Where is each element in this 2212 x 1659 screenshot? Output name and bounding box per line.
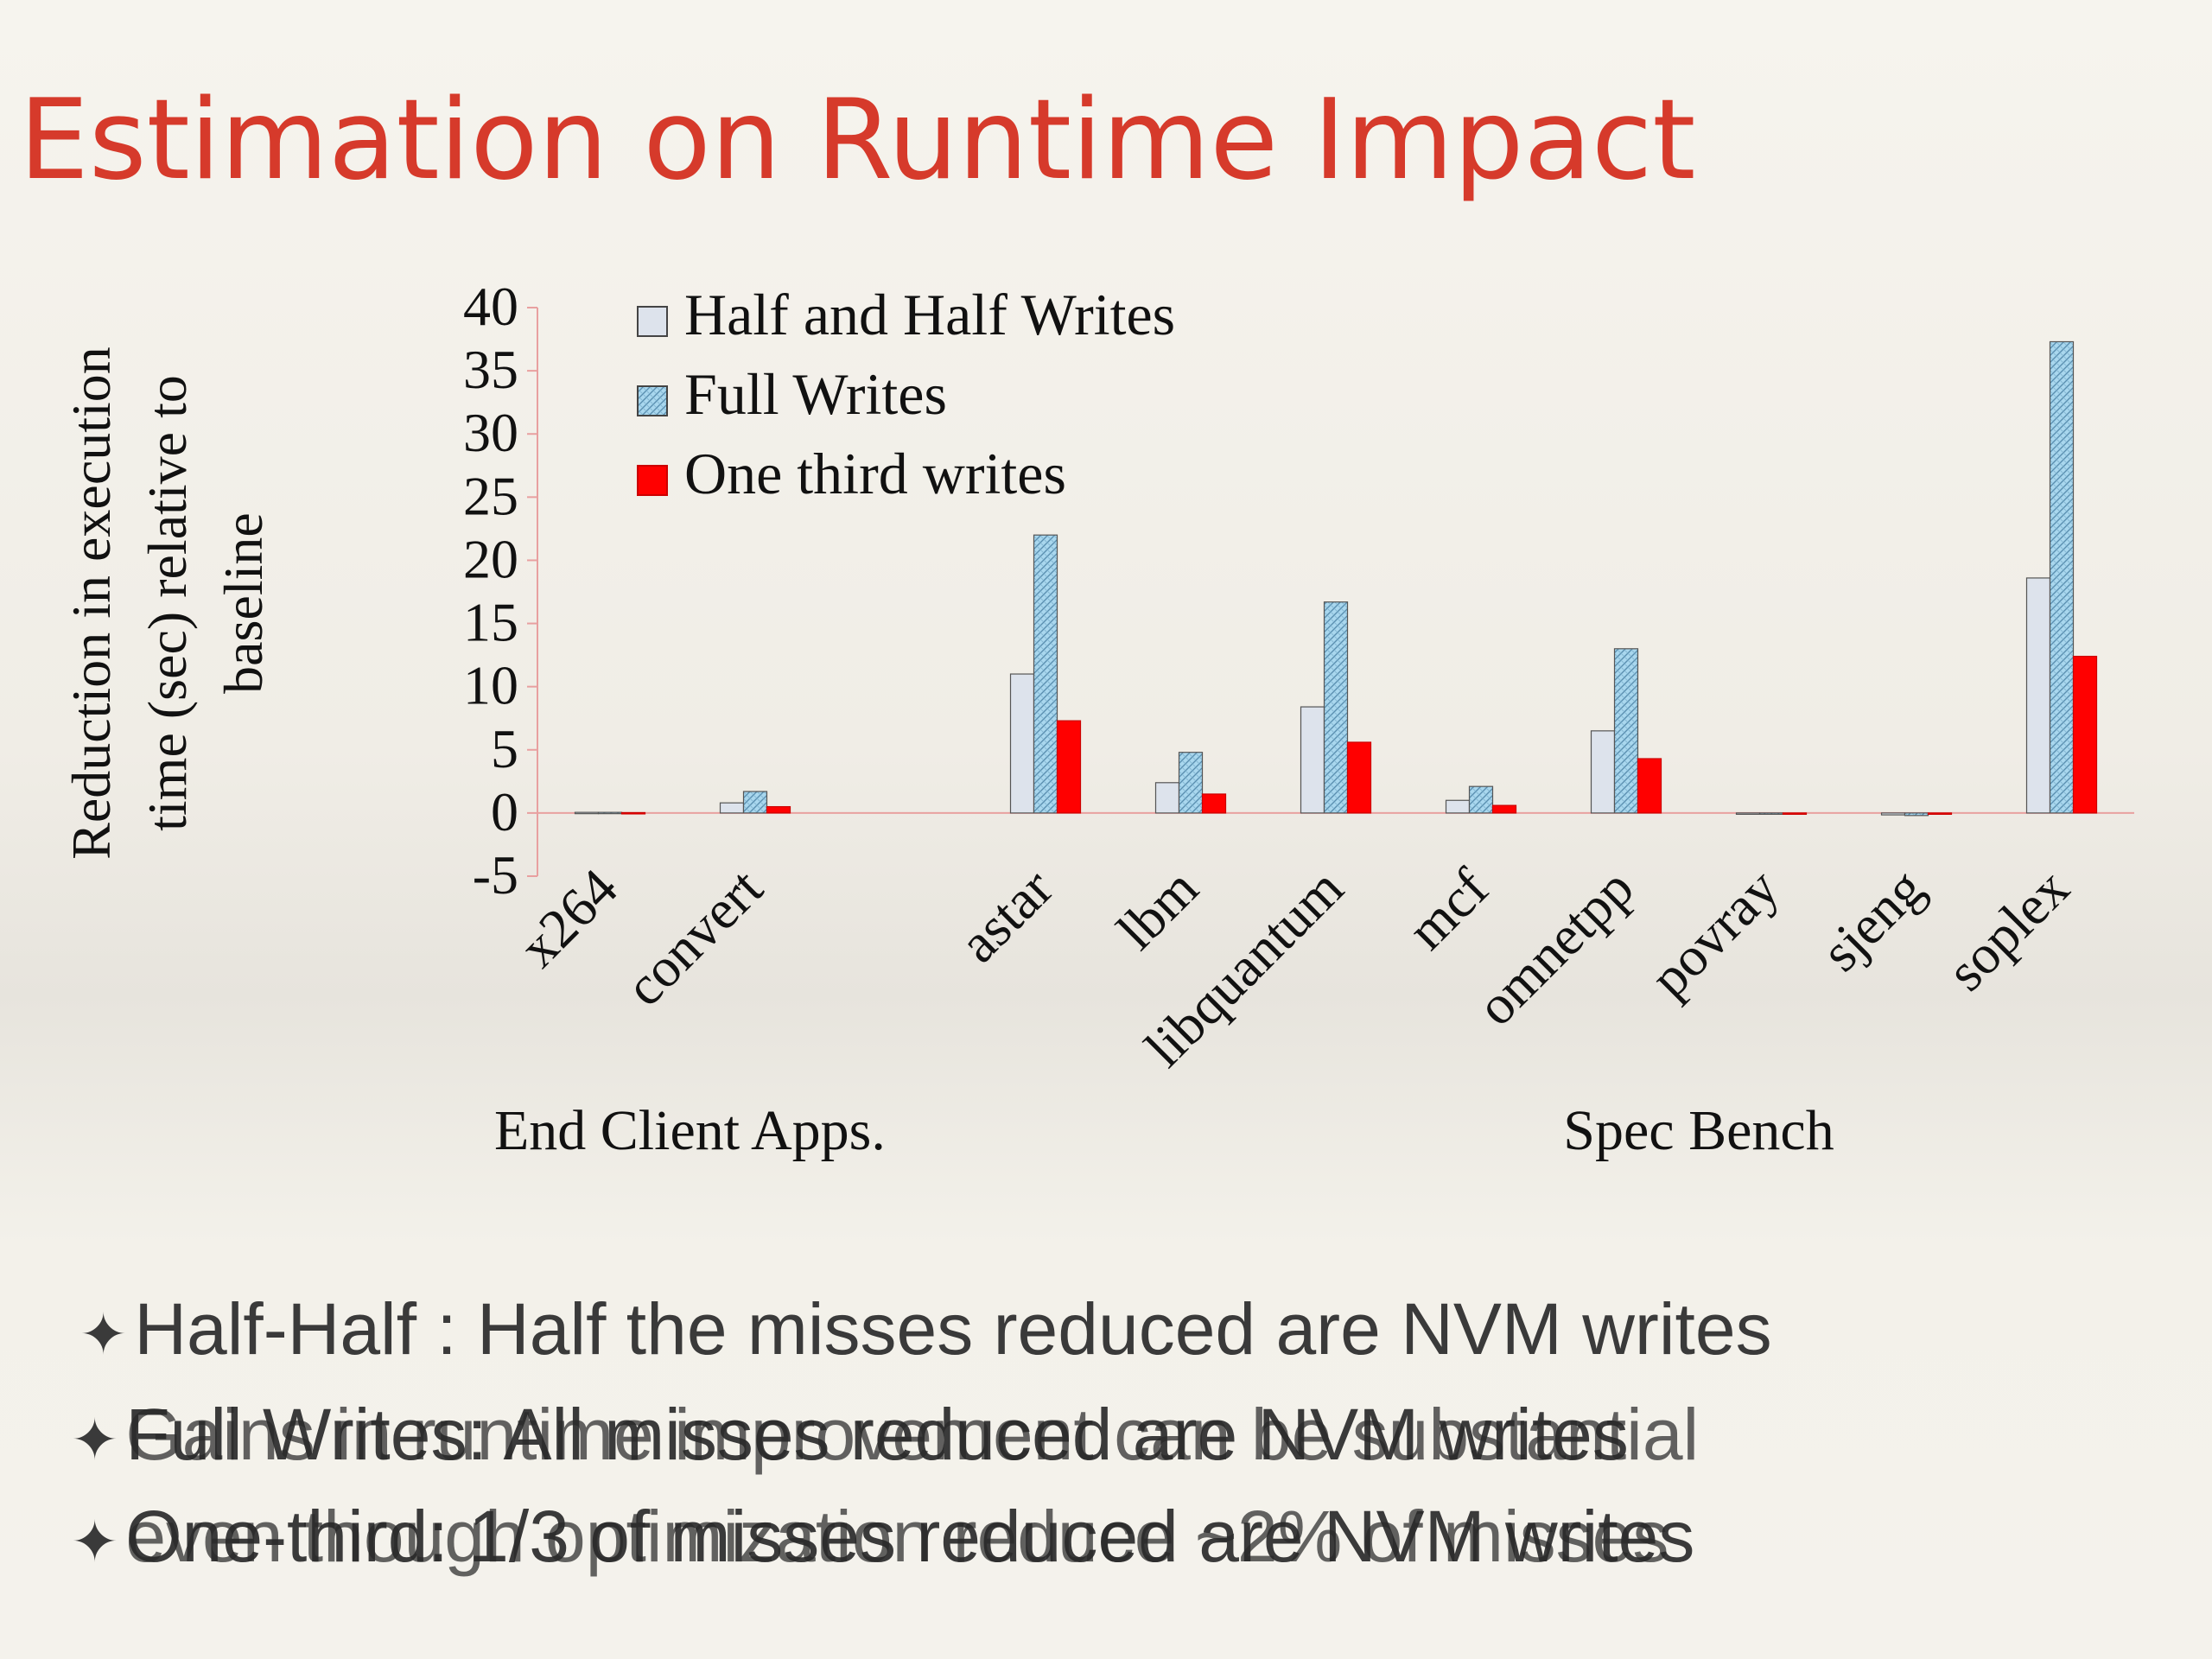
bar-1-povray xyxy=(1735,812,1761,815)
y-tick-label: 35 xyxy=(463,339,518,400)
bar-2-mcf xyxy=(1468,785,1494,814)
bar-1-soplex xyxy=(2025,577,2051,814)
legend-swatch xyxy=(637,465,668,496)
bar-3-soplex xyxy=(2072,655,2098,814)
bar-3-libquantum xyxy=(1346,741,1372,814)
bar-1-omnetpp xyxy=(1590,730,1616,814)
y-tick-label: 20 xyxy=(463,528,518,589)
group-label: End Client Apps. xyxy=(494,1099,886,1162)
bar-1-convert xyxy=(719,802,745,814)
bar-1-lbm xyxy=(1154,782,1180,814)
bar-2-libquantum xyxy=(1323,601,1349,814)
bar-2-povray xyxy=(1758,812,1784,815)
bar-2-omnetpp xyxy=(1613,648,1639,814)
y-tick-label: -5 xyxy=(473,844,518,906)
legend: Half and Half Writes Full Writes One third… xyxy=(637,282,1175,506)
bar-2-lbm xyxy=(1178,752,1204,814)
bar-3-astar xyxy=(1056,720,1082,814)
y-tick-label: 40 xyxy=(463,276,518,337)
x-tick-label: convert xyxy=(613,857,774,1018)
legend-label: Half and Half Writes xyxy=(684,282,1175,347)
bar-3-sjeng xyxy=(1927,812,1953,815)
y-axis-label: Reduction in execution time (sec) relativ… xyxy=(60,346,274,860)
legend-label: One third writes xyxy=(684,441,1066,506)
bar-3-convert xyxy=(766,805,791,814)
y-tick-label: 5 xyxy=(491,718,518,779)
legend-swatch xyxy=(637,306,668,337)
x-tick-label: lbm xyxy=(1105,857,1210,962)
x-tick-label: soplex xyxy=(1936,857,2081,1002)
bar-1-x264 xyxy=(574,811,600,815)
bar-1-mcf xyxy=(1445,799,1471,814)
x-tick-label: omnetpp xyxy=(1465,857,1645,1038)
bar-3-mcf xyxy=(1491,804,1517,814)
y-tick-label: 10 xyxy=(463,655,518,716)
bar-3-lbm xyxy=(1201,793,1227,814)
bar-1-astar xyxy=(1009,673,1035,814)
bar-2-x264 xyxy=(597,811,623,815)
y-tick-label: 15 xyxy=(463,592,518,653)
y-tick-label: 0 xyxy=(491,781,518,842)
bar-3-omnetpp xyxy=(1637,758,1662,814)
y-axis-label-line: baseline xyxy=(213,512,274,694)
bar-2-sjeng xyxy=(1904,812,1929,817)
x-tick-label: sjeng xyxy=(1809,857,1936,983)
bar-2-soplex xyxy=(2049,340,2075,814)
bars xyxy=(574,340,2098,817)
slide-title: Estimation on Runtime Impact xyxy=(19,76,1696,205)
y-tick-label: 25 xyxy=(463,465,518,526)
bar-2-convert xyxy=(742,791,768,814)
x-tick-label: mcf xyxy=(1395,856,1500,961)
y-axis-label-line: Reduction in execution xyxy=(60,346,122,860)
y-axis-label-line: time (sec) relative to xyxy=(137,375,198,831)
bar-1-sjeng xyxy=(1880,812,1906,816)
x-tick-label: x264 xyxy=(507,857,629,979)
legend-label: Full Writes xyxy=(684,361,947,427)
x-tick-label: astar xyxy=(947,857,1065,975)
x-tick-label: povray xyxy=(1638,857,1790,1009)
bar-3-povray xyxy=(1782,812,1808,815)
legend-swatch xyxy=(637,385,668,416)
group-labels: End Client Apps. Spec Bench xyxy=(494,1099,1834,1162)
bar-3-x264 xyxy=(620,811,646,815)
bar-2-astar xyxy=(1033,534,1058,814)
group-label: Spec Bench xyxy=(1563,1099,1834,1162)
y-tick-label: 30 xyxy=(463,402,518,463)
bar-1-libquantum xyxy=(1300,706,1325,814)
